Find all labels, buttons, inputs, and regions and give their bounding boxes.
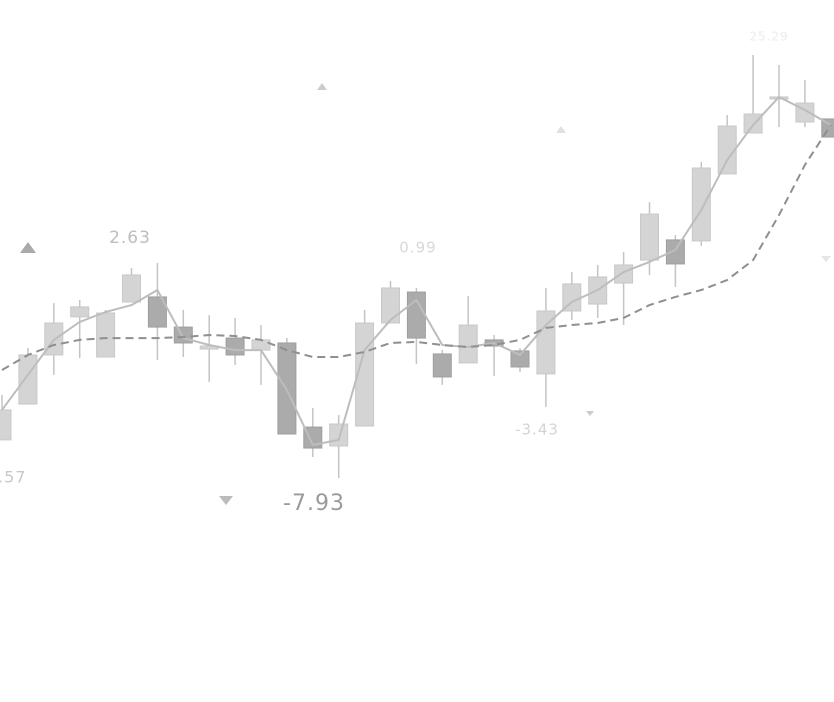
candle-body <box>96 312 116 358</box>
candle-body <box>0 409 12 441</box>
candle-body <box>432 353 452 378</box>
markers <box>20 83 831 505</box>
candle-body <box>717 125 737 175</box>
candle-body <box>640 213 659 261</box>
candle-body <box>225 337 245 356</box>
candle-body <box>355 322 375 427</box>
annotation: 0.99 <box>399 239 436 257</box>
candle-body <box>510 350 530 368</box>
candle-body <box>458 324 478 364</box>
down-marker <box>586 411 594 416</box>
up-marker <box>317 83 327 90</box>
down-marker <box>821 256 831 262</box>
down-marker <box>219 496 233 505</box>
candle-body <box>691 167 711 242</box>
annotation: .57 <box>0 468 26 487</box>
candle-body <box>251 339 271 351</box>
candle-body <box>381 287 400 324</box>
annotation: 2.63 <box>109 228 151 248</box>
candle-body <box>70 306 90 318</box>
annotation: 25.29 <box>749 30 788 44</box>
candle-body <box>614 264 634 284</box>
up-marker <box>20 242 36 253</box>
up-marker <box>556 126 566 133</box>
moving-average <box>1 95 832 446</box>
candle-body <box>406 291 426 339</box>
annotation: -7.93 <box>283 491 345 516</box>
candle-body <box>665 239 685 265</box>
annotation: -3.43 <box>515 421 559 439</box>
candle-body <box>147 296 167 328</box>
moving-average-dashed <box>1 124 832 371</box>
candle-body <box>329 423 349 447</box>
candle-body <box>18 354 38 405</box>
candle-body <box>303 426 323 449</box>
candle-body <box>122 274 141 303</box>
